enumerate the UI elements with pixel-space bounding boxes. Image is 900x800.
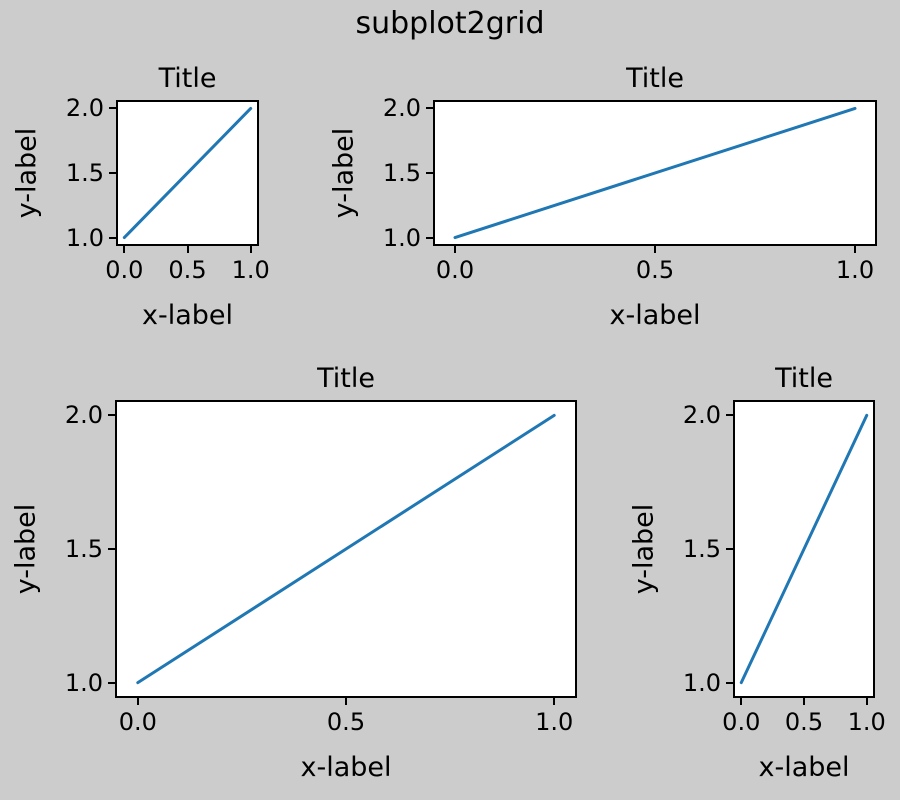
y-tick-label: 1.5 (65, 159, 104, 187)
y-tick-mark (426, 236, 435, 239)
x-tick-label: 1.0 (231, 256, 270, 284)
plot-area: 0.0 0.5 1.0 1.0 1.5 2.0 (65, 400, 577, 734)
x-tick-label: 1.0 (847, 708, 886, 736)
axes-title: Title (775, 363, 833, 394)
x-axis-label: x-label (141, 300, 234, 331)
x-tick-label: 0.0 (105, 256, 144, 284)
plot-area: 0.0 0.5 1.0 1.0 1.5 2.0 (66, 96, 270, 282)
plot-area: 0.0 0.5 1.0 1.0 1.5 2.0 (383, 96, 877, 282)
y-axis-label: y-label (628, 503, 660, 595)
subplot-top-right: Title x-label y-label 0.0 0.5 1.0 1.0 1.5 2.0 (329, 65, 877, 329)
y-tick-label: 1.0 (64, 668, 103, 697)
y-axis-label: y-label (11, 127, 43, 219)
x-tick-mark (654, 244, 656, 253)
y-axis-label: y-label (328, 127, 360, 219)
y-tick-mark (726, 414, 735, 417)
y-tick-label: 1.0 (682, 668, 721, 697)
x-tick-mark (553, 696, 556, 705)
line-series (435, 102, 875, 244)
axes-title: Title (317, 363, 375, 394)
x-tick-mark (249, 244, 252, 253)
x-tick-mark (454, 244, 456, 253)
x-axis-label: x-label (758, 752, 850, 783)
y-tick-label: 2.0 (65, 94, 104, 123)
line-series (117, 402, 575, 696)
x-tick-label: 1.0 (835, 256, 875, 284)
x-tick-label: 0.0 (435, 256, 475, 284)
x-tick-mark (123, 244, 126, 253)
y-tick-label: 1.5 (382, 159, 421, 187)
subplot-bottom-right: Title x-label y-label 0.0 0.5 1.0 1.0 1.5 2.0 (629, 365, 886, 781)
y-tick-mark (109, 107, 118, 110)
y-tick-mark (109, 236, 118, 239)
x-tick-mark (186, 244, 189, 253)
y-tick-mark (426, 172, 435, 174)
axes-title: Title (158, 63, 217, 94)
y-tick-mark (108, 681, 117, 684)
y-tick-mark (726, 548, 735, 550)
y-tick-label: 2.0 (682, 401, 721, 430)
y-tick-label: 1.0 (382, 223, 421, 252)
x-tick-label: 0.5 (168, 256, 207, 284)
x-axis-label: x-label (609, 300, 701, 331)
x-axis-label: x-label (300, 752, 392, 783)
y-axis-label: y-label (10, 503, 42, 595)
subplot-bottom-left: Title x-label y-label 0.0 0.5 1.0 1.0 1.5 2.0 (11, 365, 577, 781)
axes-title: Title (626, 63, 684, 94)
x-tick-mark (136, 696, 139, 705)
x-tick-mark (803, 696, 805, 705)
line-series (118, 102, 257, 244)
x-tick-label: 0.5 (326, 708, 366, 736)
line-series (735, 402, 873, 696)
y-tick-label: 2.0 (64, 401, 103, 430)
y-tick-label: 1.5 (682, 535, 721, 563)
x-tick-mark (854, 244, 856, 253)
x-tick-label: 0.5 (784, 708, 824, 736)
subplot-top-left: Title x-label y-label 0.0 0.5 1.0 1.0 1.5 2.0 (12, 65, 270, 329)
plot-area: 0.0 0.5 1.0 1.0 1.5 2.0 (683, 400, 886, 734)
y-tick-label: 1.0 (65, 223, 104, 252)
x-tick-mark (740, 696, 743, 705)
x-tick-mark (865, 696, 868, 705)
x-tick-label: 1.0 (535, 708, 574, 736)
y-tick-mark (108, 548, 117, 550)
x-tick-label: 0.5 (635, 256, 675, 284)
y-tick-mark (426, 107, 435, 110)
y-tick-label: 1.5 (64, 535, 103, 563)
x-tick-label: 0.0 (722, 708, 761, 736)
y-tick-mark (726, 681, 735, 684)
x-tick-label: 0.0 (118, 708, 157, 736)
y-tick-mark (108, 414, 117, 417)
y-tick-mark (109, 172, 118, 174)
figure-title: subplot2grid (355, 6, 545, 41)
y-tick-label: 2.0 (382, 94, 421, 123)
x-tick-mark (345, 696, 347, 705)
